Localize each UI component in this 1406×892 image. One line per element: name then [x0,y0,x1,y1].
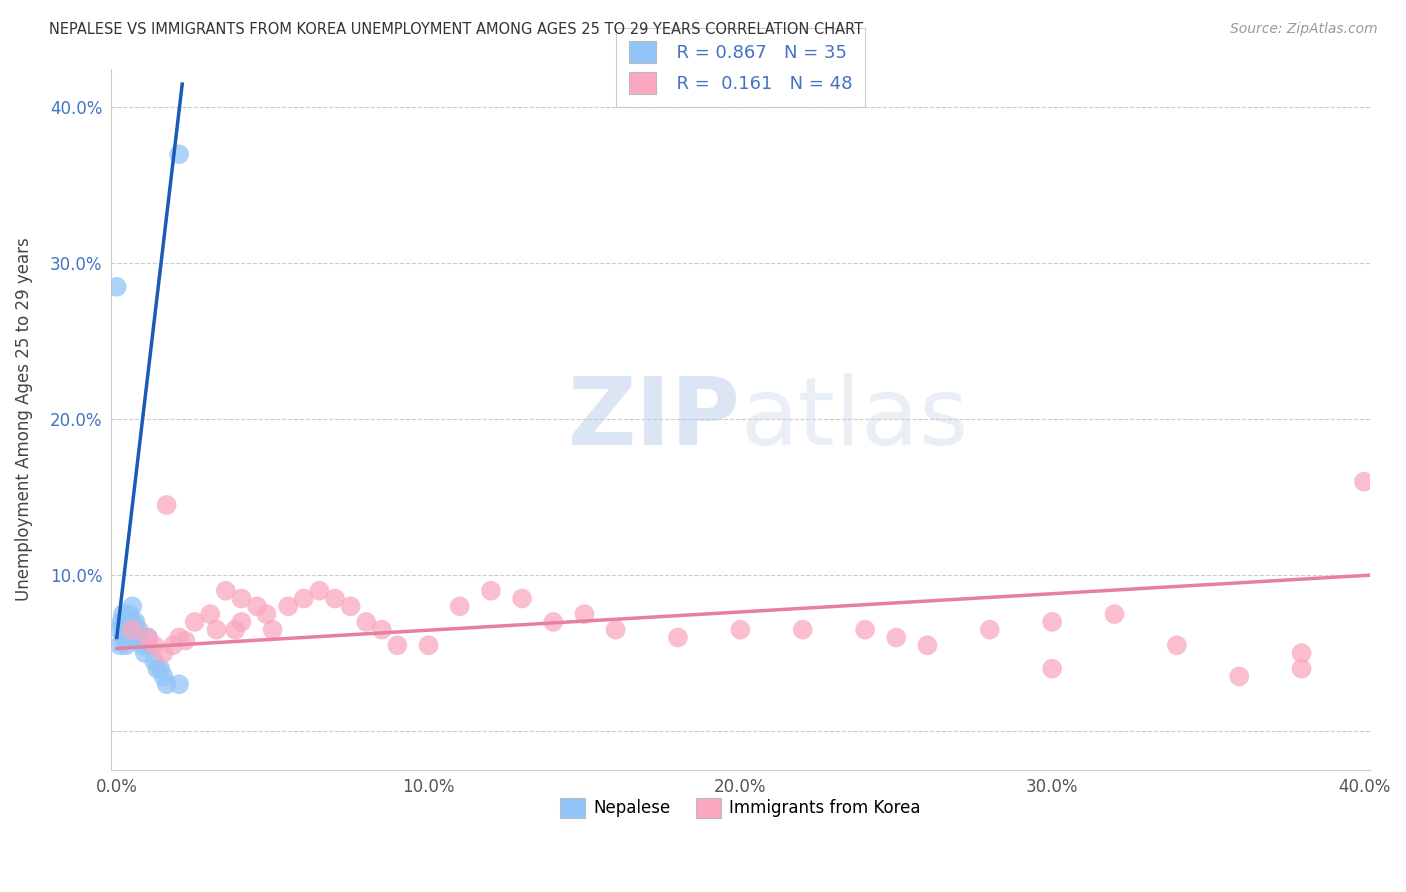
Point [136,631,159,645]
Point [118,607,141,621]
Point [143,638,166,652]
Point [231,615,253,629]
Point [387,638,409,652]
Text: atlas: atlas [741,373,969,466]
Point [136,638,159,652]
Point [1040,615,1063,629]
Point [128,623,150,637]
Point [510,591,533,606]
Point [124,631,146,645]
Point [792,623,814,637]
Point [371,623,394,637]
Point [1227,669,1250,683]
Point [115,615,138,629]
Point [1353,475,1375,489]
Point [246,599,269,614]
Point [121,615,143,629]
Point [108,623,131,637]
Point [543,615,565,629]
Point [917,638,939,652]
Point [162,638,184,652]
Point [111,623,134,637]
Point [323,591,346,606]
Point [128,631,150,645]
Point [115,623,138,637]
Point [605,623,627,637]
Point [115,631,138,645]
Point [205,623,228,637]
Point [111,607,134,621]
Point [121,623,143,637]
Point [152,646,174,660]
Point [146,662,169,676]
Point [108,638,131,652]
Point [277,599,299,614]
Point [131,638,153,652]
Point [111,615,134,629]
Point [121,599,143,614]
Point [200,607,222,621]
Point [224,623,246,637]
Point [124,615,146,629]
Point [118,623,141,637]
Point [979,623,1001,637]
Point [121,623,143,637]
Point [292,591,315,606]
Point [262,623,284,637]
Point [1040,662,1063,676]
Point [124,623,146,637]
Point [1166,638,1188,652]
Point [479,583,502,598]
Point [1291,646,1313,660]
Point [853,623,876,637]
Point [174,633,197,648]
Point [339,599,361,614]
Legend: Nepalese, Immigrants from Korea: Nepalese, Immigrants from Korea [554,791,927,825]
Point [574,607,596,621]
Point [149,662,172,676]
Point [110,615,132,629]
Point [111,631,134,645]
Point [884,631,907,645]
Point [1291,662,1313,676]
Point [156,677,179,691]
Point [167,631,190,645]
Point [449,599,471,614]
Point [115,638,138,652]
Point [183,615,205,629]
Point [167,677,190,691]
Point [105,279,128,293]
Point [254,607,277,621]
Point [134,646,156,660]
Point [215,583,238,598]
Point [167,147,190,161]
Point [131,631,153,645]
Point [354,615,377,629]
Point [152,669,174,683]
Point [308,583,330,598]
Point [418,638,440,652]
Point [136,631,159,645]
Point [1104,607,1126,621]
Point [730,623,752,637]
Text: Source: ZipAtlas.com: Source: ZipAtlas.com [1230,22,1378,37]
Text: ZIP: ZIP [568,373,741,466]
Point [118,615,141,629]
Y-axis label: Unemployment Among Ages 25 to 29 years: Unemployment Among Ages 25 to 29 years [15,237,32,601]
Point [143,654,166,668]
Point [231,591,253,606]
Point [666,631,689,645]
Text: NEPALESE VS IMMIGRANTS FROM KOREA UNEMPLOYMENT AMONG AGES 25 TO 29 YEARS CORRELA: NEPALESE VS IMMIGRANTS FROM KOREA UNEMPL… [49,22,863,37]
Point [156,498,179,512]
